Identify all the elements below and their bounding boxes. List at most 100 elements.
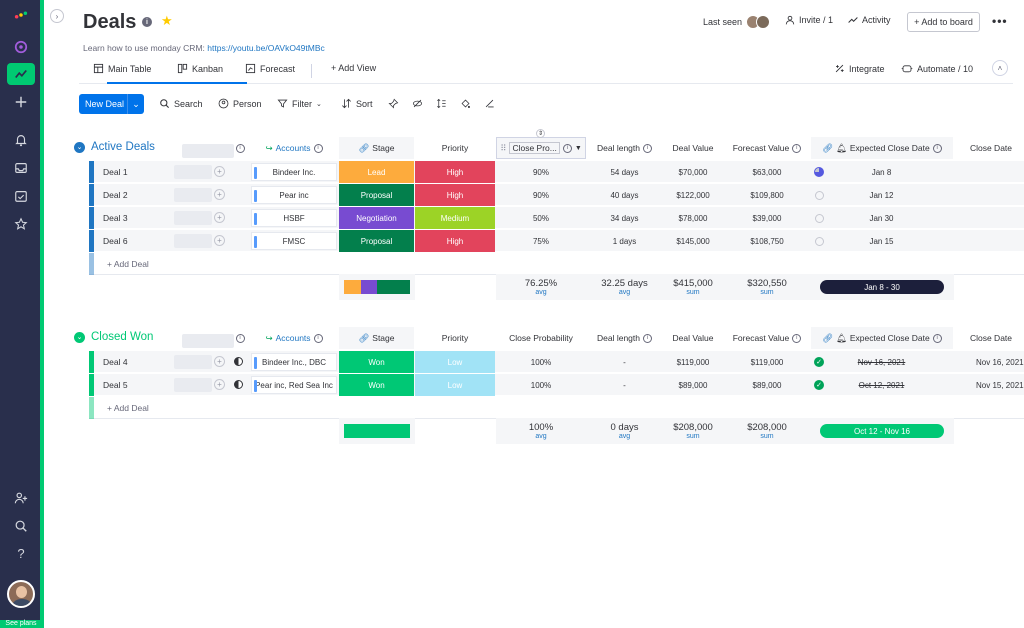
filter-chevron-down-icon[interactable]: ⌄ xyxy=(316,100,322,108)
close-probability[interactable]: 90% xyxy=(532,190,549,200)
col-deal-value[interactable]: Deal Value xyxy=(672,143,714,153)
col-close-date[interactable]: Close Date xyxy=(969,333,1013,343)
col-priority[interactable]: Priority xyxy=(441,143,469,153)
integrate-button[interactable]: Integrate xyxy=(834,63,885,74)
column-info-icon[interactable]: i xyxy=(235,137,245,159)
close-probability[interactable]: 90% xyxy=(532,167,549,177)
done-check-icon[interactable]: ✓ xyxy=(811,351,827,373)
group-closed-won[interactable]: ⌄ Closed Won xyxy=(74,331,153,343)
deal-value[interactable]: $89,000 xyxy=(678,380,708,390)
add-view-button[interactable]: + Add View xyxy=(331,63,377,73)
table-row[interactable]: Deal 5 + Pear inc, Red Sea Inc Won Low 100% - $… xyxy=(89,374,1024,396)
collapse-header-chevron-icon[interactable]: ˄ xyxy=(992,60,1008,76)
inbox-icon[interactable] xyxy=(8,157,34,179)
empty-status-ring-icon[interactable] xyxy=(811,184,827,206)
expected-close-date[interactable]: Jan 15 xyxy=(869,236,894,246)
expected-close-date[interactable]: Oct 12, 2021 xyxy=(858,380,905,390)
invite-button[interactable]: Invite / 1 xyxy=(785,15,833,25)
contrast-toggle-icon[interactable] xyxy=(234,380,243,389)
priority-status[interactable]: Low xyxy=(415,374,495,396)
info-icon[interactable]: i xyxy=(643,143,652,153)
deal-name[interactable]: Deal 3 xyxy=(103,213,128,223)
add-subitem-icon[interactable]: + xyxy=(214,166,225,177)
done-check-icon[interactable]: ✓ xyxy=(811,374,827,396)
col-expected-close-date[interactable]: 🔗︎ 🔔︎ Expected Close Date i xyxy=(811,327,953,349)
column-resize-icon[interactable]: ⇕ xyxy=(536,129,545,138)
deal-name[interactable]: Deal 2 xyxy=(103,190,128,200)
col-deal-value[interactable]: Deal Value xyxy=(672,333,714,343)
expected-close-date[interactable]: Nov 16, 2021 xyxy=(857,357,906,367)
see-plans-button[interactable]: See plans xyxy=(0,620,42,628)
col-accounts[interactable]: ↪ Accounts i xyxy=(250,327,338,349)
search-everything-icon[interactable] xyxy=(8,515,34,537)
deal-name[interactable]: Deal 5 xyxy=(103,380,128,390)
favorites-star-icon[interactable] xyxy=(8,213,34,235)
crm-product-icon[interactable] xyxy=(7,63,35,85)
row-height-icon[interactable] xyxy=(436,98,447,109)
col-stage[interactable]: 🔗︎ Stage xyxy=(339,137,414,159)
deal-value[interactable]: $78,000 xyxy=(678,213,708,223)
new-deal-dropdown-chevron-icon[interactable]: ⌄ xyxy=(127,94,144,114)
col-close-probability[interactable]: ⠿ Close Pro... i ▼ xyxy=(496,137,586,159)
stage-status[interactable]: Won xyxy=(339,374,414,396)
close-date[interactable]: Nov 15, 2021 xyxy=(976,380,1024,390)
account-cell[interactable]: Pear inc, Red Sea Inc xyxy=(251,376,337,394)
group-active-deals[interactable]: ⌄ Active Deals xyxy=(74,141,155,153)
last-seen[interactable]: Last seen xyxy=(703,15,771,29)
progress-pie-icon[interactable] xyxy=(811,161,827,183)
group-title-active[interactable]: Active Deals xyxy=(91,141,155,153)
help-icon[interactable]: ? xyxy=(17,545,25,561)
add-subitem-icon[interactable]: + xyxy=(214,235,225,246)
table-row[interactable]: Deal 6 + FMSC Proposal High 75% 1 days $145,000… xyxy=(89,230,1024,252)
deal-name[interactable]: Deal 6 xyxy=(103,236,128,246)
color-fill-icon[interactable] xyxy=(460,98,471,109)
priority-status[interactable]: High xyxy=(415,184,495,206)
group-collapse-chevron-icon[interactable]: ⌄ xyxy=(74,331,85,343)
empty-status-ring-icon[interactable] xyxy=(811,230,827,252)
conditional-format-icon[interactable] xyxy=(484,98,495,109)
invite-members-icon[interactable] xyxy=(8,487,34,509)
board-title[interactable]: Deals xyxy=(83,11,137,33)
empty-status-ring-icon[interactable] xyxy=(811,207,827,229)
search-button[interactable]: Search xyxy=(159,98,203,109)
col-deal-length[interactable]: Deal length i xyxy=(587,327,662,349)
info-icon[interactable]: i xyxy=(932,143,942,153)
deal-name[interactable]: Deal 1 xyxy=(103,167,128,177)
add-deal-label[interactable]: + Add Deal xyxy=(107,259,149,269)
board-info-icon[interactable]: i xyxy=(142,17,152,27)
tutorial-link[interactable]: https://youtu.be/OAVkO49tMBc xyxy=(207,43,325,53)
monday-logo-icon[interactable] xyxy=(8,4,34,26)
more-options-icon[interactable]: ••• xyxy=(992,14,1008,28)
col-expected-close-date[interactable]: 🔗︎ 🔔︎ Expected Close Date i xyxy=(811,137,953,159)
table-row[interactable]: Deal 1 + Bindeer Inc. Lead High 90% 54 days $70… xyxy=(89,161,1024,183)
stage-status[interactable]: Negotiation xyxy=(339,207,414,229)
info-icon[interactable]: i xyxy=(792,143,802,153)
column-info-icon[interactable]: i xyxy=(235,327,245,349)
add-deal-label[interactable]: + Add Deal xyxy=(107,403,149,413)
info-icon[interactable]: i xyxy=(313,143,323,153)
filter-button[interactable]: Filter ⌄ xyxy=(277,98,322,109)
activity-button[interactable]: Activity xyxy=(848,15,891,25)
info-icon[interactable]: i xyxy=(792,333,802,343)
tab-kanban[interactable]: Kanban xyxy=(177,63,223,74)
close-probability[interactable]: 100% xyxy=(530,380,552,390)
account-name[interactable]: Pear inc, Red Sea Inc xyxy=(255,380,333,390)
account-name[interactable]: Bindeer Inc. xyxy=(272,167,316,177)
contrast-toggle-icon[interactable] xyxy=(234,357,243,366)
table-row[interactable]: Deal 3 + HSBF Negotiation Medium 50% 34 days $7… xyxy=(89,207,1024,229)
priority-status[interactable]: High xyxy=(415,161,495,183)
table-row[interactable]: Deal 4 + Bindeer Inc., DBC Won Low 100% - $119,… xyxy=(89,351,1024,373)
group-collapse-chevron-icon[interactable]: ⌄ xyxy=(74,141,85,153)
tab-main-table[interactable]: Main Table xyxy=(93,63,151,74)
favorite-star-icon[interactable]: ★ xyxy=(161,13,173,28)
account-cell[interactable]: Bindeer Inc. xyxy=(251,163,337,181)
workspace-icon[interactable] xyxy=(8,36,34,58)
col-stage[interactable]: 🔗︎ Stage xyxy=(339,327,414,349)
pin-icon[interactable] xyxy=(388,98,399,109)
deal-value[interactable]: $70,000 xyxy=(678,167,708,177)
account-name[interactable]: Pear inc xyxy=(279,190,309,200)
close-date[interactable]: Nov 16, 2021 xyxy=(976,357,1024,367)
stage-status[interactable]: Won xyxy=(339,351,414,373)
deal-value[interactable]: $145,000 xyxy=(676,236,710,246)
account-name[interactable]: Bindeer Inc., DBC xyxy=(261,357,327,367)
